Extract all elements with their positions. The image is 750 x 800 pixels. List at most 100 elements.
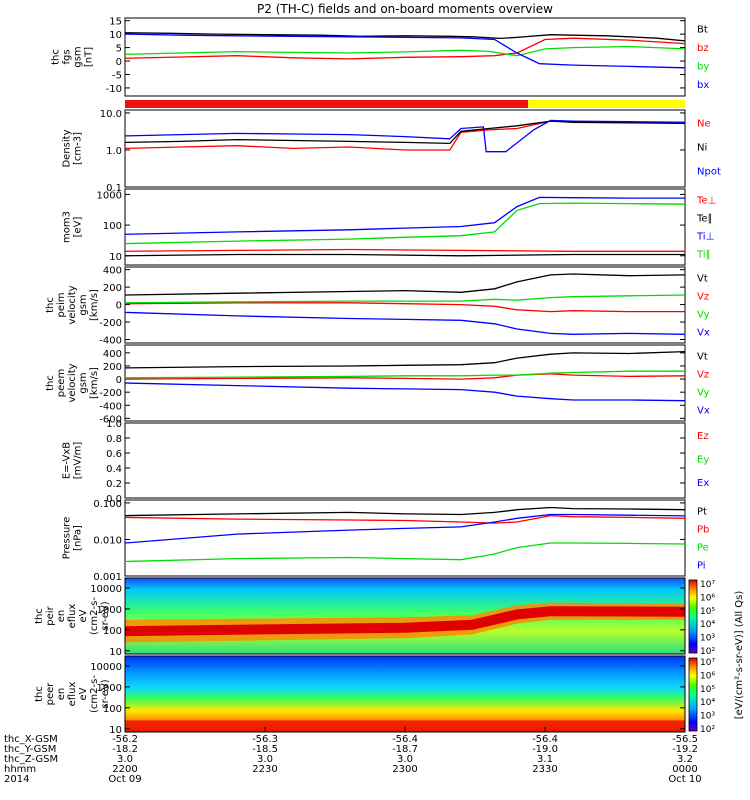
x-tick-label: 0000: [672, 764, 697, 775]
panel-frame: [124, 188, 686, 266]
legend-label: Vy: [697, 388, 710, 399]
y-tick-label: -600: [99, 414, 122, 425]
legend-label: Vx: [697, 406, 710, 417]
x-tick-label: -19.0: [532, 744, 558, 755]
colorbar-tick-label: 10⁵: [700, 607, 715, 617]
x-tick-label: -56.4: [532, 734, 558, 745]
x-tick-label: Oct 09: [108, 774, 141, 785]
y-axis-label: [nT]: [84, 47, 95, 67]
colorbar-title: [eV/(cm²-s-sr-eV)] (All Qs): [734, 591, 745, 720]
legend-label: Ne: [697, 118, 711, 129]
colorbar-tick-label: 10³: [700, 634, 715, 644]
y-axis-label: velocity: [67, 285, 78, 324]
series-line-Pe: [124, 542, 686, 563]
y-axis-label: [mV/m]: [73, 442, 84, 480]
y-axis-label: en: [56, 610, 67, 623]
colorbar-tick-label: 10⁶: [700, 671, 715, 681]
y-axis-label: eV: [78, 687, 89, 700]
y-axis-label: thc: [51, 49, 62, 65]
y-axis-label: thc: [45, 375, 56, 391]
y-axis-label: en: [56, 688, 67, 701]
x-tick-label: -56.3: [252, 734, 278, 745]
y-axis-label: Density: [62, 129, 73, 167]
legend-label: Vz: [697, 369, 709, 380]
panel-frame: [124, 109, 686, 188]
series-line-bz: [124, 37, 686, 60]
x-tick-label: 2200: [112, 764, 137, 775]
series-line-Vx: [124, 382, 686, 402]
y-tick-label: 1000: [97, 683, 122, 694]
y-axis-label: [km/s]: [89, 289, 100, 321]
legend-label: Vz: [697, 291, 709, 302]
x-tick-label: 3.2: [677, 754, 693, 765]
legend-label: Vt: [697, 273, 708, 284]
y-axis-label: peer: [45, 682, 56, 706]
panel-efield: 1.0 0.8 0.6 0.4 0.2 0.0 E=-VxB [mV/m] Ez Ey Ex: [62, 419, 710, 505]
y-axis-label: (cm2-s-: [89, 597, 100, 635]
panel-frame: [124, 266, 686, 344]
colorbar-tick-label: 10³: [700, 712, 715, 722]
legend-label: by: [697, 62, 709, 73]
y-axis-label: E=-VxB: [62, 442, 73, 479]
y-tick-label: 1000: [97, 605, 122, 616]
y-tick-label: 1.0: [106, 419, 122, 430]
y-tick-label: 0.010: [93, 535, 122, 546]
panel-pressure: 0.100 0.010 0.001 Pressure [nPa] Pt Pb Pe Pi: [62, 499, 710, 583]
colorbar-tick-label: 10⁶: [700, 593, 715, 603]
y-axis-label: [nPa]: [73, 525, 84, 551]
y-tick-label: 0.100: [93, 499, 122, 510]
legend-label: Ez: [697, 431, 709, 442]
y-tick-label: 0.2: [106, 479, 122, 490]
series-line-Ni: [124, 120, 686, 145]
legend-label: Pi: [697, 561, 706, 572]
series-line-Bt: [124, 32, 686, 42]
y-axis-label: gsm: [78, 372, 89, 393]
y-tick-label: 5: [116, 44, 122, 55]
y-axis-label: peir: [45, 605, 56, 625]
panel-frame: [124, 422, 686, 499]
x-axis-row-label: 2014: [4, 774, 29, 785]
x-tick-label: 3.1: [537, 754, 553, 765]
panel-fgs: 15 10 5 0 -5 -10 thc fgs gsm [nT] Bt bz by bx: [51, 17, 709, 97]
x-tick-label: 2330: [532, 764, 557, 775]
y-axis-label: gsm: [78, 294, 89, 315]
y-axis-label: eflux: [67, 682, 78, 707]
y-tick-label: 10.0: [100, 109, 122, 120]
x-tick-label: 3.0: [117, 754, 133, 765]
legend-label: Ti⊥: [696, 232, 714, 243]
legend-label: Vy: [697, 310, 710, 321]
colorbar-tick-label: 10⁴: [700, 698, 715, 708]
y-axis-label: gsm: [73, 46, 84, 67]
figure-title: P2 (TH-C) fields and on-board moments ov…: [257, 2, 553, 16]
x-axis-row-label: thc_Y-GSM: [4, 744, 56, 755]
series-line-Vt: [124, 273, 686, 296]
panel-peir: 10000 1000 100 10 thc peir en eflux eV (cm2-s-sr-…: [34, 577, 686, 658]
y-tick-label: 0.0: [106, 494, 122, 505]
y-tick-label: 200: [103, 283, 122, 294]
y-axis-label: [km/s]: [89, 367, 100, 399]
panel-frame: [124, 17, 686, 97]
y-axis-label: sr-eV): [100, 679, 111, 708]
series-line-Vt: [124, 350, 686, 369]
y-axis-label: thc: [34, 608, 45, 624]
series-line-Te∥: [124, 253, 685, 257]
colorbar-tick-label: 10⁷: [700, 580, 715, 590]
y-axis-label: [cm-3]: [73, 132, 84, 165]
y-tick-label: 15: [109, 17, 122, 28]
x-tick-label: -56.4: [392, 734, 418, 745]
x-tick-label: 3.0: [257, 754, 273, 765]
panel-density: 10.0 1.0 0.1 Density [cm-3] Ne Ni Npot: [62, 109, 721, 194]
series-line-Te⊥: [124, 248, 685, 252]
y-tick-label: 10000: [90, 584, 122, 595]
panel-peem: 400 200 0 -200 -400 -600 thc peem velocity gsm [km…: [45, 344, 710, 425]
colorbar-tick-label: 10⁵: [700, 685, 715, 695]
colorbar-tick-label: 10⁴: [700, 620, 715, 630]
legend-label: Bt: [697, 25, 708, 36]
x-tick-label: -19.2: [672, 744, 698, 755]
series-line-Ti∥: [124, 202, 686, 245]
y-axis-label: eflux: [67, 604, 78, 629]
y-tick-label: 0.4: [106, 464, 122, 475]
x-axis-row-label: thc_X-GSM: [4, 734, 58, 745]
y-tick-label: 10: [109, 647, 122, 658]
